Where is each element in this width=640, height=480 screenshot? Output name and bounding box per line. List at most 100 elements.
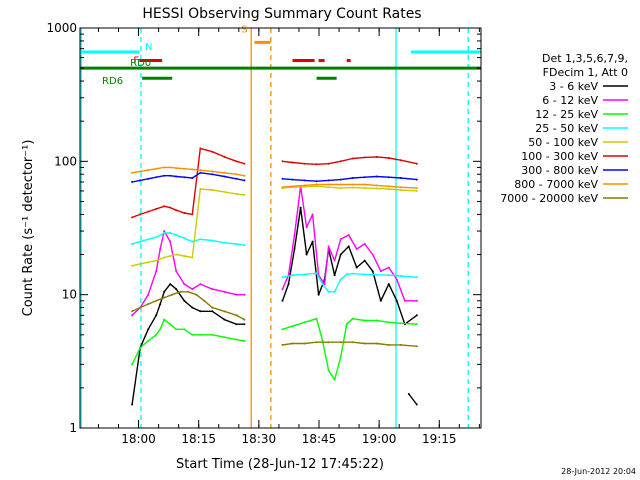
legend-label-7000-20000-kev: 7000 - 20000 keV [500,192,598,205]
data-point [363,319,366,322]
data-point [415,314,418,317]
data-point [323,283,326,286]
data-point [281,328,284,331]
plot-frame [79,27,482,429]
data-point [281,343,284,346]
data-point [159,248,162,250]
data-point [339,278,342,281]
data-point [327,186,330,189]
data-point [281,299,284,302]
series-line-3-6-kev [408,393,418,405]
data-point [211,173,214,176]
data-point [139,213,142,216]
data-point [223,336,226,339]
data-point [211,239,214,242]
data-point [305,226,308,229]
data-point [155,299,158,302]
chart-title: HESSI Observing Summary Count Rates [142,6,421,22]
data-point [287,283,290,286]
data-point [203,299,206,302]
data-point [315,163,318,166]
data-point [355,266,358,269]
data-point [211,189,214,191]
data-point [321,283,324,286]
data-point [347,245,350,248]
data-point [131,403,134,406]
data-point [311,213,314,216]
data-point [155,167,158,170]
data-point [299,206,302,209]
data-point [191,213,194,216]
data-point [291,342,294,345]
data-point [183,167,186,170]
data-point [169,206,172,209]
data-point [291,274,294,277]
data-point [387,283,390,286]
data-point [315,185,318,188]
data-point [175,328,178,331]
data-point [155,270,158,273]
data-point [371,253,374,256]
data-point [305,253,308,256]
data-point [183,176,186,179]
data-point [333,259,336,262]
data-point [303,184,306,187]
series-line-100-300-kev [282,156,417,166]
data-point [155,333,158,336]
data-point [195,293,198,296]
legend-label-12-25-kev: 12 - 25 keV [535,108,598,121]
data-point [163,230,166,233]
data-point [199,238,202,241]
data-point [131,363,134,366]
data-point [235,160,238,163]
data-point [223,171,226,174]
data-point [191,333,194,336]
flag-bars: NF S RD0 RD6 [80,24,481,87]
data-point [387,185,390,188]
data-point [339,183,342,186]
data-point [303,321,306,324]
data-point [415,276,418,279]
data-point [175,253,178,256]
legend-header: Det 1,3,5,6,7,9, [542,52,628,65]
data-point [395,278,398,281]
data-point [199,147,202,150]
data-point [147,261,150,264]
data-point [315,341,318,344]
data-point [387,321,390,324]
data-point [131,264,134,267]
data-point [139,170,142,173]
data-point [303,273,306,276]
data-point [155,176,158,179]
data-point [403,299,406,302]
data-point [415,162,418,165]
data-point [139,240,142,243]
data-point [131,171,134,174]
legend-label-800-7000-kev: 800 - 7000 keV [514,178,598,191]
data-point [363,156,366,159]
data-point [375,184,378,187]
data-point [375,187,378,190]
data-point [333,274,336,277]
series-line-12-25-kev [131,318,245,365]
data-point [175,175,178,178]
data-point [139,262,142,265]
flag-label-f: F [133,56,139,67]
flag-label-rd6: RD6 [102,76,123,87]
data-point [147,303,150,306]
series-line-25-50-kev [131,232,245,246]
data-point [187,290,190,293]
data-point [351,186,354,189]
data-point [171,293,174,296]
data-point [175,270,178,273]
data-point [243,318,246,321]
data-point [375,175,378,178]
data-point [235,177,238,180]
data-point [211,333,214,336]
data-point [315,180,318,183]
data-point [169,166,172,169]
y-tick-label: 10 [62,288,77,302]
data-point [327,245,330,248]
data-point [281,276,284,279]
